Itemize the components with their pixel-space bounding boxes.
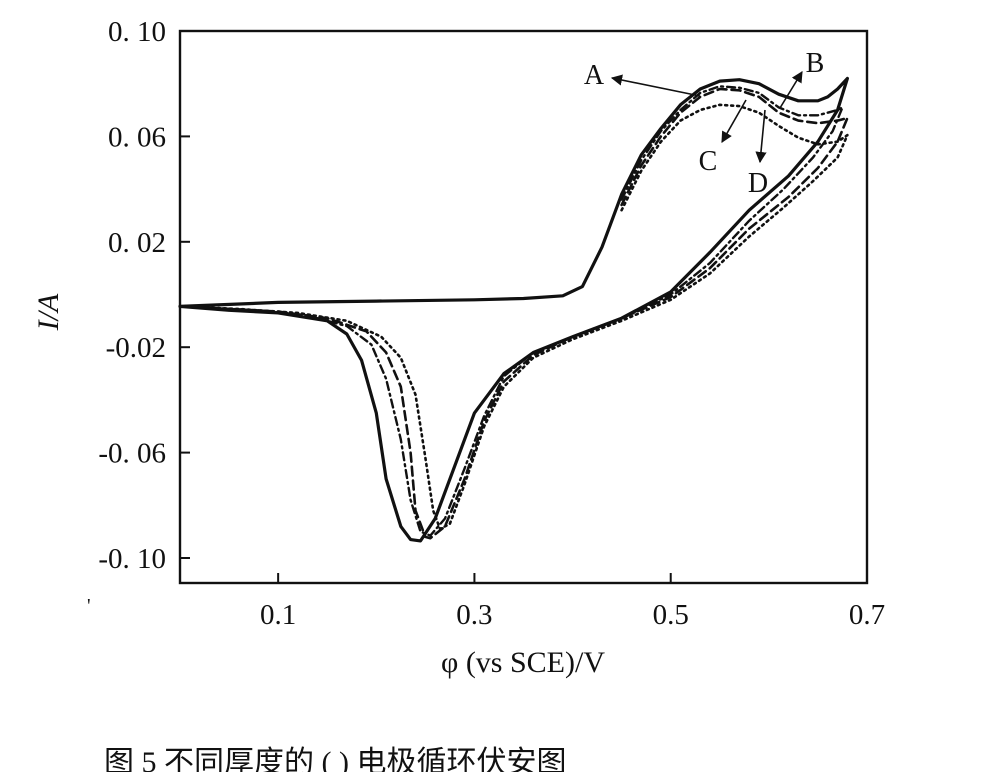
y-tick-label: 0. 10 (108, 16, 166, 48)
label-d-arrow (755, 109, 767, 164)
axis-ticks: 0. 10 0. 06 0. 02 -0.02 -0. 06 -0. 10 0.1 0.3 0.… (98, 16, 885, 631)
y-tick-label: -0. 10 (98, 543, 166, 575)
annotation-layer: A B CD (584, 48, 824, 199)
label-c-arrow (721, 99, 747, 143)
x-axis-label: φ (vs SCE)/V (441, 646, 605, 679)
x-tick-label: 0.1 (260, 599, 296, 631)
stray-mark: ' (87, 595, 91, 617)
x-tick-label: 0.5 (653, 599, 689, 631)
series-c-curve (178, 85, 844, 537)
series-a-curve (178, 76, 849, 543)
series-d-curve (178, 103, 849, 531)
y-tick-label: 0. 06 (108, 121, 166, 153)
y-axis-label: I/A (32, 293, 65, 331)
curve-label-c: C (699, 146, 718, 177)
x-tick-label: 0.3 (456, 599, 492, 631)
y-tick-label: -0. 06 (98, 438, 166, 470)
x-tick-label: 0.7 (849, 599, 885, 631)
y-tick-label: 0. 02 (108, 227, 166, 259)
label-b-arrow (779, 71, 803, 109)
curve-label-d: D (748, 168, 768, 199)
figure-caption: 图 5 不同厚度的 ( ) 电极循环伏安图 (104, 746, 566, 772)
series-b-curve (178, 87, 849, 540)
curve-label-a: A (584, 60, 605, 91)
series-layer (178, 76, 849, 543)
y-tick-label: -0.02 (106, 332, 166, 364)
label-a-arrow (610, 74, 701, 97)
curve-label-b: B (806, 48, 825, 79)
